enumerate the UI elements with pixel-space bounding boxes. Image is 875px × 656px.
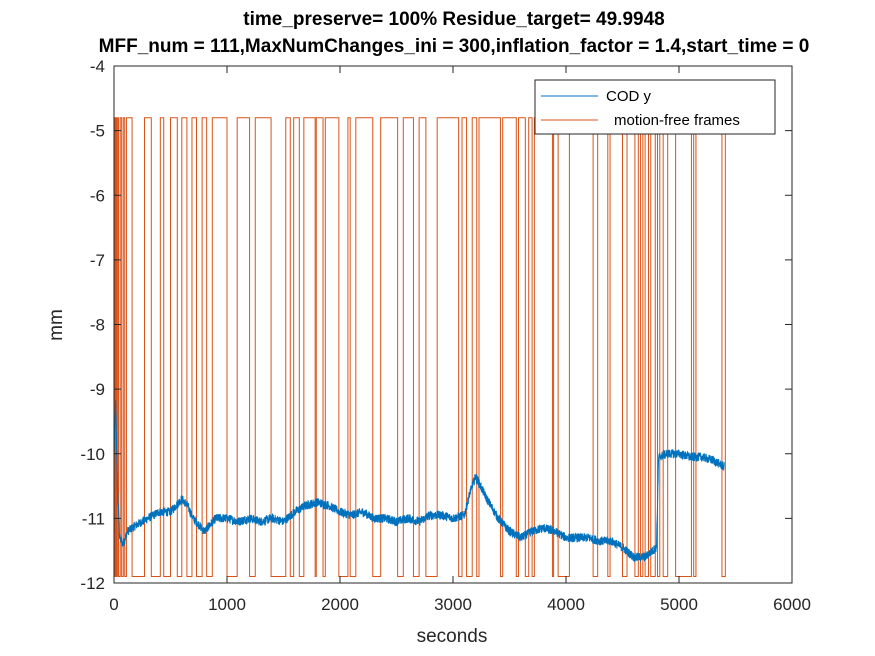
x-axis-ticks: 0 1000 2000 3000 4000 5000 6000 bbox=[109, 66, 811, 614]
y-tick-label: -6 bbox=[90, 186, 105, 205]
chart-title-line-2: MFF_num = 111,MaxNumChanges_ini = 300,in… bbox=[99, 36, 810, 57]
cod-y-series bbox=[113, 399, 725, 563]
chart-title-line-1: time_preserve= 100% Residue_target= 49.9… bbox=[243, 9, 664, 30]
y-tick-label: -10 bbox=[80, 445, 105, 464]
legend-box bbox=[534, 79, 776, 135]
x-tick-label: 5000 bbox=[660, 595, 698, 614]
legend: COD y motion-free frames bbox=[534, 79, 776, 135]
x-tick-label: 0 bbox=[109, 595, 118, 614]
y-tick-label: -8 bbox=[90, 316, 105, 335]
plot-area bbox=[114, 66, 792, 583]
x-tick-label: 3000 bbox=[434, 595, 472, 614]
x-tick-label: 2000 bbox=[321, 595, 359, 614]
motion-free-frames-line bbox=[114, 117, 726, 578]
y-tick-label: -11 bbox=[82, 509, 105, 528]
cod-y-line bbox=[113, 399, 725, 563]
motion-free-series bbox=[114, 117, 726, 578]
y-tick-label: -7 bbox=[90, 251, 105, 270]
legend-entry-motion-free: motion-free frames bbox=[614, 112, 740, 129]
y-axis-label: mm bbox=[46, 309, 67, 341]
y-tick-label: -12 bbox=[80, 574, 105, 593]
x-tick-label: 6000 bbox=[773, 595, 811, 614]
y-tick-label: -5 bbox=[90, 122, 105, 141]
x-tick-label: 1000 bbox=[208, 595, 246, 614]
y-axis-ticks: -4 -5 -6 -7 -8 -9 -10 -11 -12 bbox=[80, 57, 792, 593]
y-tick-label: -4 bbox=[90, 57, 105, 76]
x-tick-label: 4000 bbox=[547, 595, 585, 614]
y-tick-label: -9 bbox=[90, 380, 105, 399]
x-axis-label: seconds bbox=[417, 626, 488, 647]
legend-entry-cod-y: COD y bbox=[606, 88, 652, 105]
